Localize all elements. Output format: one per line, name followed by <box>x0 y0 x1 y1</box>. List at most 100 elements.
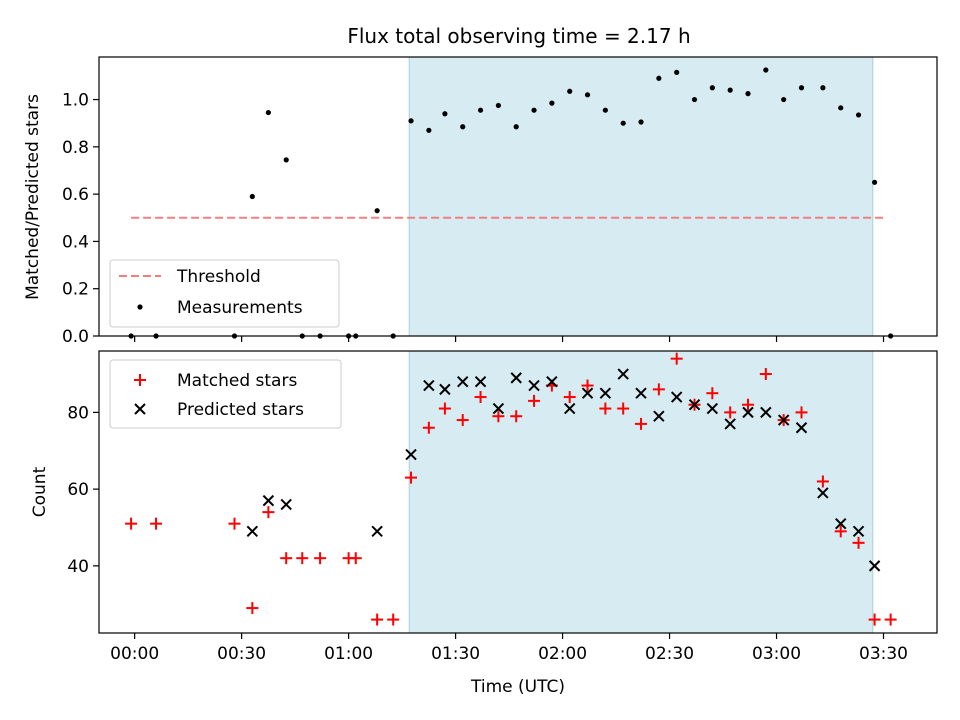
x-tick-label: 00:30 <box>217 644 266 664</box>
x-tick-label: 01:30 <box>431 644 480 664</box>
measurements-point <box>426 127 432 133</box>
predicted-stars-point <box>688 399 701 411</box>
matched-stars-point <box>599 402 612 415</box>
matched-stars-point <box>349 552 362 565</box>
measurements-point <box>674 69 680 75</box>
predicted-stars-point <box>706 402 719 415</box>
predicted-stars-point <box>262 494 275 507</box>
matched-stars-point <box>125 517 138 530</box>
measurements-point <box>838 105 844 111</box>
measurements-point <box>584 92 591 98</box>
count-legend: Matched stars Predicted stars <box>109 359 342 429</box>
measurements-point <box>781 96 787 103</box>
matched-stars-point <box>581 379 594 392</box>
ratio-panel: 0.0 0.2 0.4 0.6 0.8 1.0 Matched/Predicted sta… <box>23 56 938 347</box>
legend-measurements-label: Measurements <box>177 298 303 318</box>
count-legend-box <box>109 359 342 429</box>
matched-stars-point <box>706 387 719 400</box>
count-y-tick-label: 60 <box>67 480 89 500</box>
ratio-y-tick-label: 0.2 <box>62 280 89 300</box>
matched-stars-point <box>563 391 576 404</box>
matched-stars-point <box>246 602 259 615</box>
measurements-point <box>602 107 608 113</box>
matched-stars-point <box>759 368 772 381</box>
predicted-stars-point <box>492 402 505 415</box>
predicted-stars-point <box>852 525 865 538</box>
ratio-y-axis-label: Matched/Predicted stars <box>23 94 43 300</box>
matched-stars-point <box>474 391 487 404</box>
matched-stars-point <box>724 406 737 419</box>
measurements-point <box>820 85 826 91</box>
ratio-y-tick-label: 1.0 <box>62 91 89 111</box>
matched-stars-point <box>670 352 683 365</box>
x-tick-label: 03:00 <box>752 644 801 664</box>
legend-matched-label: Matched stars <box>177 371 297 391</box>
matched-stars-point <box>742 398 755 411</box>
matched-stars-point <box>816 475 829 488</box>
x-tick-label: 00:00 <box>110 644 159 664</box>
measurements-point <box>374 208 380 214</box>
measurements-point <box>871 179 878 185</box>
matched-stars-point <box>528 394 541 407</box>
predicted-stars-point <box>617 368 629 380</box>
matched-stars-point <box>510 410 523 423</box>
measurements-point <box>620 120 626 126</box>
predicted-stars-point <box>742 406 754 419</box>
count-y-tick-label: 40 <box>67 557 89 577</box>
predicted-stars-point <box>246 525 259 538</box>
count-y-tick-label: 80 <box>67 403 89 423</box>
x-tick-label: 01:00 <box>324 644 373 664</box>
measurements-point <box>549 100 555 106</box>
matched-stars-point <box>456 414 469 427</box>
ratio-y-tick-label: 0.4 <box>62 232 89 252</box>
count-y-axis-label: Count <box>30 466 50 517</box>
predicted-stars-point <box>528 379 540 392</box>
measurements-point <box>727 87 733 93</box>
x-axis-label: Time (UTC) <box>470 677 565 697</box>
measurements-point <box>460 124 466 130</box>
measurements-point <box>531 107 537 113</box>
measurements-point <box>656 75 662 81</box>
predicted-stars-point <box>405 448 417 461</box>
measurements-point <box>798 85 805 91</box>
ratio-y-tick-label: 0.0 <box>62 327 89 347</box>
measurements-point <box>745 91 751 97</box>
measurements-point <box>249 193 255 200</box>
matched-stars-point <box>795 406 808 419</box>
matched-stars-point <box>314 552 327 565</box>
chart-title: Flux total observing time = 2.17 h <box>347 24 690 48</box>
predicted-stars-point <box>760 406 772 419</box>
x-tick-label: 03:30 <box>859 644 908 664</box>
predicted-stars-point <box>546 375 558 388</box>
legend-predicted-label: Predicted stars <box>177 400 304 420</box>
predicted-stars-point <box>635 387 647 399</box>
predicted-stars-point <box>599 387 612 399</box>
matched-stars-point <box>296 552 309 565</box>
predicted-stars-point <box>423 379 435 392</box>
measurements-point <box>691 96 698 103</box>
measurements-point <box>477 107 484 113</box>
measurements-point <box>283 157 289 163</box>
matched-stars-point <box>150 517 163 530</box>
matched-stars-point <box>262 506 275 519</box>
predicted-stars-point <box>724 418 736 430</box>
predicted-stars-point <box>581 387 594 399</box>
predicted-stars-point <box>563 402 576 415</box>
predicted-stars-point <box>280 498 292 511</box>
predicted-stars-point <box>439 383 451 396</box>
matched-stars-point <box>652 383 665 396</box>
count-panel: 40 60 80 00:00 00:30 01:00 01:30 02:00 02:30 03:… <box>30 350 938 697</box>
ratio-legend-box <box>109 259 340 328</box>
measurements-point <box>265 109 271 116</box>
predicted-stars-point <box>835 517 847 530</box>
predicted-stars-point <box>670 391 683 403</box>
matched-stars-point <box>422 421 435 434</box>
predicted-stars-point <box>868 560 881 572</box>
matched-stars-point <box>852 536 865 549</box>
predicted-stars-point <box>371 525 383 538</box>
measurements-point <box>408 118 414 124</box>
predicted-stars-point <box>510 372 522 384</box>
measurements-point <box>513 124 519 130</box>
matched-stars-point <box>280 552 293 565</box>
matched-stars-point <box>228 517 241 530</box>
